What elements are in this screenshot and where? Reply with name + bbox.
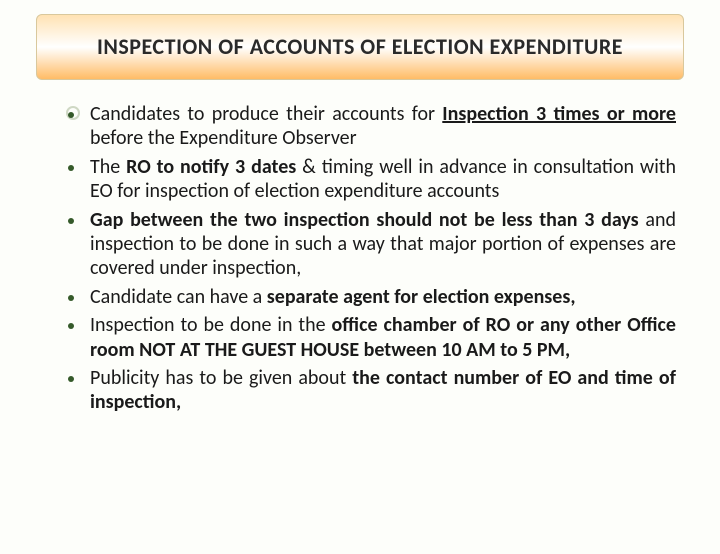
text-run: Inspection to be done in the: [90, 313, 332, 337]
bullet-list: Candidates to produce their accounts for…: [60, 102, 676, 415]
text-run: The: [90, 155, 126, 179]
text-run: Candidates to produce their accounts for: [90, 102, 442, 126]
text-run: Publicity has to be given about: [90, 366, 352, 390]
list-item: Candidates to produce their accounts for…: [60, 102, 676, 151]
text-run: Inspection 3 times or more: [442, 102, 676, 126]
list-item: Publicity has to be given about the cont…: [60, 366, 676, 415]
content-area: Candidates to produce their accounts for…: [60, 102, 676, 415]
slide-title: INSPECTION OF ACCOUNTS OF ELECTION EXPEN…: [97, 33, 623, 61]
text-run: Candidate can have a: [90, 285, 267, 309]
list-item: Gap between the two inspection should no…: [60, 208, 676, 281]
list-item: Inspection to be done in the office cham…: [60, 313, 676, 362]
text-run: separate agent for election expenses,: [267, 285, 576, 309]
text-run: Gap between the two inspection should no…: [90, 208, 639, 232]
text-run: RO to notify 3 dates: [126, 155, 296, 179]
list-item: The RO to notify 3 dates & timing well i…: [60, 155, 676, 204]
text-run: before the Expenditure Observer: [90, 126, 357, 150]
title-bar: INSPECTION OF ACCOUNTS OF ELECTION EXPEN…: [36, 14, 684, 80]
list-item: Candidate can have a separate agent for …: [60, 285, 676, 309]
